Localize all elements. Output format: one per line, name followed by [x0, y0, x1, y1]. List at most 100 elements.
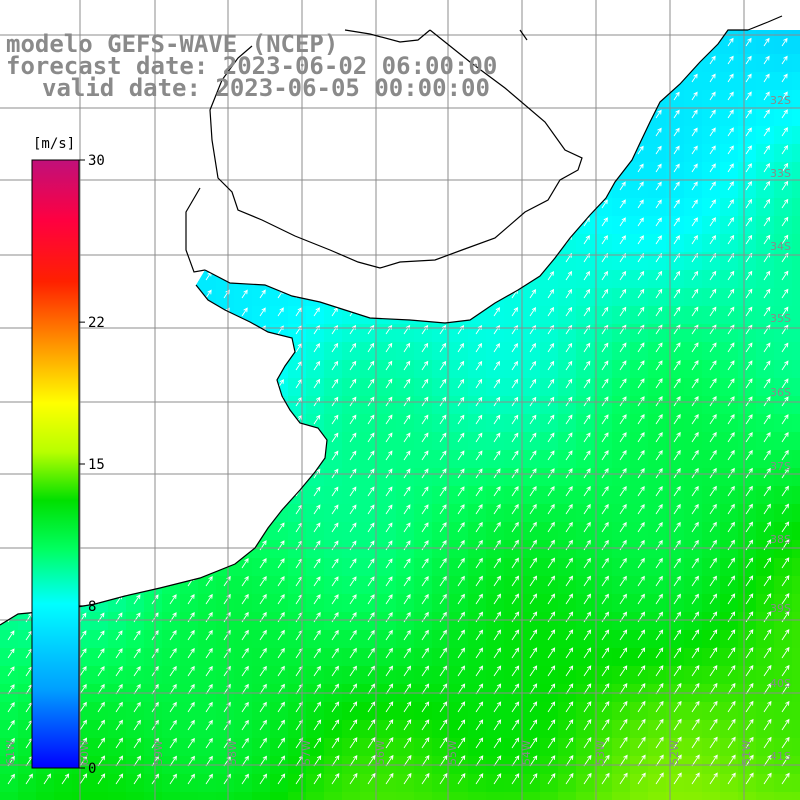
speed-cell [198, 630, 217, 649]
speed-cell [756, 594, 775, 613]
speed-cell [108, 180, 127, 199]
wind-arrow [583, 772, 592, 785]
speed-cell [288, 162, 307, 181]
wind-arrow [241, 128, 248, 137]
wind-arrow [493, 360, 501, 371]
speed-cell [774, 504, 793, 523]
wind-arrow [547, 629, 556, 641]
speed-cell [126, 288, 145, 307]
wind-arrow [619, 288, 627, 299]
speed-cell [648, 306, 667, 325]
speed-cell [288, 378, 307, 397]
wind-arrow [709, 700, 718, 713]
wind-arrow [565, 486, 573, 497]
speed-cell [666, 162, 685, 181]
wind-arrow [673, 431, 681, 443]
speed-cell [108, 108, 127, 127]
speed-cell [198, 378, 217, 397]
speed-cell [306, 288, 325, 307]
wind-arrow [619, 557, 627, 569]
wind-arrow [79, 773, 88, 785]
speed-cell [414, 504, 433, 523]
wind-arrow [25, 773, 33, 785]
wind-arrow [313, 737, 322, 749]
speed-cell [792, 720, 800, 739]
wind-arrow [637, 288, 645, 299]
speed-cell [198, 396, 217, 415]
wind-arrow [673, 109, 680, 119]
speed-cell [342, 162, 361, 181]
speed-cell [306, 144, 325, 163]
wind-arrow [655, 396, 663, 407]
speed-cell [450, 468, 469, 487]
wind-arrow [97, 666, 105, 677]
wind-arrow [566, 3, 571, 10]
wind-arrow [529, 503, 537, 515]
speed-cell [162, 558, 181, 577]
wind-arrow [205, 289, 212, 299]
speed-cell [450, 702, 469, 721]
wind-arrow [601, 306, 609, 317]
speed-cell [180, 720, 199, 739]
wind-arrow [475, 38, 482, 47]
wind-arrow [511, 665, 520, 677]
speed-cell [756, 0, 775, 19]
wind-arrow [133, 432, 141, 443]
wind-arrow [367, 110, 374, 119]
speed-cell [774, 702, 793, 721]
speed-cell [468, 594, 487, 613]
wind-arrow [530, 3, 535, 10]
wind-arrow [313, 343, 321, 353]
speed-cell [378, 738, 397, 757]
speed-cell [648, 288, 667, 307]
speed-cell [90, 234, 109, 253]
speed-cell [198, 774, 217, 793]
wind-arrow [637, 754, 646, 767]
wind-arrow [457, 575, 465, 587]
speed-cell [594, 648, 613, 667]
speed-cell [288, 720, 307, 739]
wind-arrow [475, 575, 483, 587]
wind-arrow [565, 593, 574, 605]
wind-arrow [133, 594, 141, 605]
wind-arrow [655, 306, 663, 317]
speed-cell [342, 306, 361, 325]
wind-arrow [655, 91, 662, 101]
wind-arrow [115, 737, 124, 749]
speed-cell [378, 450, 397, 469]
speed-cell [702, 198, 721, 217]
speed-cell [756, 216, 775, 235]
wind-arrow [403, 235, 410, 245]
speed-cell [180, 648, 199, 667]
wind-arrow [439, 755, 448, 767]
wind-arrow [79, 307, 86, 317]
speed-cell [216, 522, 235, 541]
wind-arrow [367, 217, 374, 227]
wind-arrow [475, 432, 483, 443]
speed-cell [612, 360, 631, 379]
wind-arrow [619, 700, 628, 713]
wind-arrow [439, 235, 446, 245]
speed-cell [594, 702, 613, 721]
wind-arrow [169, 379, 176, 389]
wind-arrow [673, 503, 681, 515]
wind-arrow [367, 629, 375, 641]
speed-cell [324, 306, 343, 325]
speed-cell [756, 576, 775, 595]
wind-arrow [745, 557, 754, 569]
speed-cell [504, 360, 523, 379]
wind-arrow [205, 343, 212, 353]
speed-cell [198, 270, 217, 289]
wind-arrow [673, 718, 682, 731]
speed-cell [468, 234, 487, 253]
wind-arrow [260, 22, 264, 29]
speed-cell [216, 720, 235, 739]
speed-cell [774, 414, 793, 433]
speed-cell [558, 738, 577, 757]
wind-arrow [457, 235, 464, 245]
wind-arrow [763, 288, 771, 299]
speed-cell [36, 0, 55, 19]
wind-arrow [691, 718, 700, 731]
speed-cell [558, 30, 577, 37]
wind-arrow [115, 666, 123, 677]
